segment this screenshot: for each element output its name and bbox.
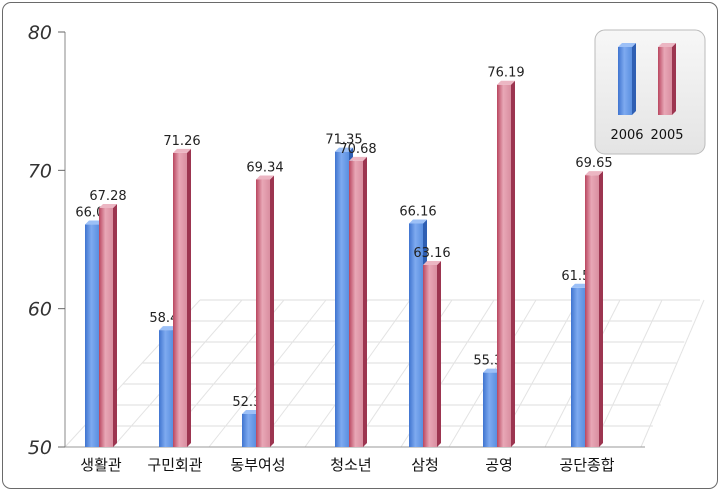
- bar-side: [599, 171, 603, 448]
- bar-top: [159, 326, 177, 331]
- bar-top: [256, 175, 274, 180]
- x-tick-label: 공단종합: [559, 456, 614, 474]
- bar-top: [85, 220, 103, 225]
- bar-top: [173, 148, 191, 153]
- bar-2005-1: 67.28: [89, 189, 127, 447]
- bar-top: [497, 80, 515, 85]
- bar-top: [409, 219, 427, 224]
- data-label: 76.19: [487, 66, 524, 81]
- y-tick-label: 70: [28, 160, 52, 182]
- bar-body: [173, 152, 187, 448]
- data-label: 67.28: [89, 189, 126, 204]
- data-label: 71.35: [325, 133, 362, 148]
- x-tick-label: 구민회관: [147, 456, 202, 474]
- bar-body: [349, 160, 363, 447]
- bar-side: [270, 175, 274, 448]
- bar-top: [349, 156, 367, 161]
- legend-swatch-top: [618, 43, 636, 47]
- x-tick-label: 생활관: [80, 456, 122, 474]
- bar-body: [497, 84, 511, 447]
- y-tick-label: 50: [28, 437, 52, 459]
- bar-body: [256, 179, 270, 448]
- data-label: 66.16: [399, 204, 436, 219]
- data-label: 69.34: [246, 160, 283, 175]
- legend-swatch-top: [658, 43, 676, 47]
- bar-body: [585, 175, 599, 448]
- bar-body: [483, 372, 497, 447]
- bar-body: [242, 413, 256, 447]
- x-tick-label: 동부여성: [230, 456, 285, 474]
- y-tick-label: 60: [28, 299, 52, 321]
- bar-top: [242, 409, 260, 414]
- x-tick-label: 청소년: [330, 456, 371, 474]
- floor-grid-line: [592, 299, 663, 448]
- x-tick-label: 삼청: [411, 456, 439, 474]
- bar-2005-2: 71.26: [163, 134, 201, 448]
- legend-label-2006: 2006: [610, 128, 643, 143]
- bar-2005-7: 69.65: [575, 156, 613, 448]
- y-tick-label: 80: [28, 22, 52, 44]
- legend-swatch-side: [632, 43, 636, 115]
- bar-top: [585, 171, 603, 176]
- bar-side: [437, 260, 441, 447]
- x-tick-label: 공영: [485, 456, 513, 474]
- bar-top: [571, 283, 589, 288]
- bar-side: [363, 156, 367, 447]
- bar-2005-5: 63.16: [413, 246, 451, 447]
- bar-body: [99, 207, 113, 447]
- bar-side: [187, 148, 191, 448]
- bar-body: [571, 287, 585, 447]
- bar-side: [511, 80, 515, 447]
- bar-top: [99, 203, 117, 208]
- bar-body: [335, 151, 349, 448]
- floor-grid-line: [640, 299, 705, 448]
- bar-top: [335, 147, 353, 152]
- data-label: 69.65: [575, 156, 612, 171]
- bar-top: [483, 368, 501, 373]
- bar-top: [423, 260, 441, 265]
- bar-body: [85, 224, 99, 447]
- legend-label-2005: 2005: [650, 128, 683, 143]
- data-label: 70.68: [339, 142, 376, 157]
- legend-swatch-2006: [618, 47, 632, 115]
- y-axis-ticks: 50 60 70 80: [28, 22, 65, 459]
- bars: 66.0867.2858.4571.2652.3969.3471.3570.68…: [75, 66, 613, 448]
- bar-body: [409, 223, 423, 447]
- bar-2005-3: 69.34: [246, 160, 284, 448]
- legend-swatch-side: [672, 43, 676, 115]
- bar-side: [113, 203, 117, 447]
- bar-2005-4: 70.68: [339, 142, 377, 447]
- legend-swatch-2005: [658, 47, 672, 115]
- data-label: 63.16: [413, 246, 450, 261]
- legend: 2006 2005: [594, 29, 706, 155]
- bar-2005-6: 76.19: [487, 66, 525, 447]
- x-axis-labels: 생활관 구민회관 동부여성 청소년 삼청 공영 공단종합: [80, 456, 615, 474]
- bar-body: [423, 264, 437, 447]
- bar-body: [159, 330, 173, 447]
- data-label: 71.26: [163, 134, 200, 149]
